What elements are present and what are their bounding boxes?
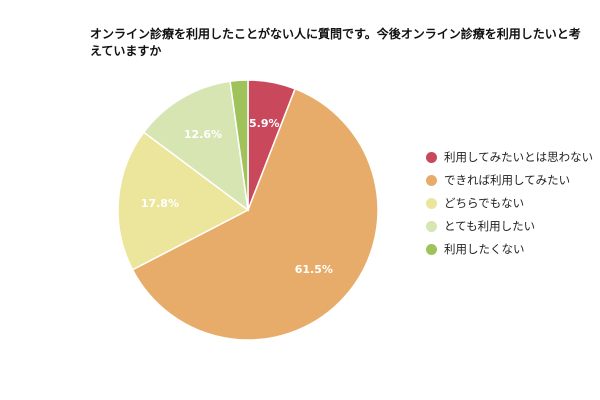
- slice-data-label: 12.6%: [184, 128, 222, 141]
- legend-label: できれば利用してみたい: [444, 173, 571, 187]
- legend-swatch: [426, 175, 437, 186]
- legend-label: どちらでもない: [444, 196, 525, 210]
- slice-data-label: 61.5%: [295, 263, 333, 276]
- legend-label: 利用してみたいとは思わない: [444, 150, 594, 164]
- legend-label: 利用したくない: [444, 242, 525, 256]
- legend-label: とても利用したい: [444, 219, 536, 233]
- legend-swatch: [426, 152, 437, 163]
- legend-item: 利用したくない: [426, 242, 596, 257]
- legend-item: どちらでもない: [426, 196, 596, 211]
- slice-data-label: 17.8%: [141, 197, 179, 210]
- legend-swatch: [426, 221, 437, 232]
- slice-data-label: 5.9%: [249, 117, 280, 130]
- legend-swatch: [426, 244, 437, 255]
- pie-slice: [142, 80, 249, 212]
- legend-item: できれば利用してみたい: [426, 173, 596, 188]
- legend: 利用してみたいとは思わない できれば利用してみたい どちらでもない とても利用したい利…: [426, 150, 596, 265]
- pie-slice: [131, 87, 379, 341]
- legend-item: とても利用したい: [426, 219, 596, 234]
- legend-swatch: [426, 198, 437, 209]
- pie-slice: [117, 131, 250, 271]
- chart-title: オンライン診療を利用したことがない人に質問です。今後オンライン診療を利用したいと…: [90, 27, 581, 58]
- legend-item: 利用してみたいとは思わない: [426, 150, 596, 165]
- pie-slice: [229, 79, 249, 211]
